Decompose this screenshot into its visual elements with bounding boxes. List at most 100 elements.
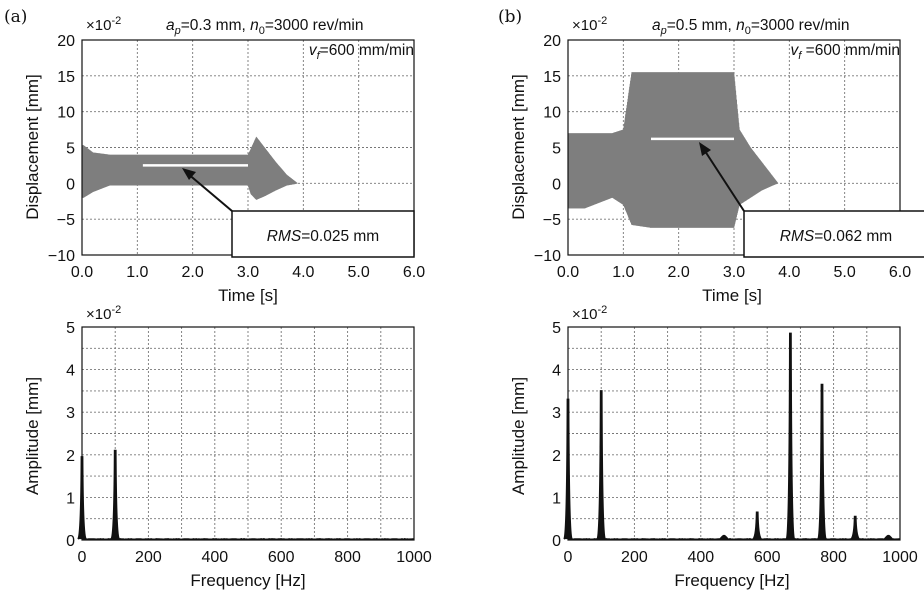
- panel-b-freq-spectrum-floor: [567, 538, 900, 541]
- panel-a-rms-text: RMS=0.025 mm: [267, 228, 379, 245]
- panel-b-time-xtick-label: 3.0: [723, 264, 745, 281]
- panel-a-time-ytick-label: 20: [57, 33, 75, 50]
- panel-a-rms-arrowhead: [182, 168, 196, 180]
- panel-a-displacement-plot: −10 −5 0 5 10 15 20 0.0 1.0 2.0 3.0 4.0 5.0 6.0: [48, 33, 425, 281]
- panel-b-time-xticks: 0.0 1.0 2.0 3.0 4.0 5.0 6.0: [557, 264, 911, 281]
- panel-a-time-ytick-label: 10: [57, 105, 75, 122]
- panel-b-freq-peak-470hz: [719, 534, 729, 540]
- panel-a-time-xtick-label: 6.0: [403, 264, 425, 281]
- panel-a-freq-yticks: 0 1 2 3 4 5: [66, 320, 75, 550]
- panel-a-time-xtick-label: 5.0: [348, 264, 370, 281]
- panel-b-time-ytick-label: −5: [543, 212, 561, 229]
- panel-a-freq-xlabel: Frequency [Hz]: [190, 571, 305, 590]
- panel-b-time-series: [567, 72, 779, 228]
- panel-b-freq-ytick-label: 5: [552, 320, 561, 337]
- panel-b-freq-series: [563, 332, 900, 541]
- panel-b-time-ytick-label: −10: [534, 248, 561, 265]
- panel-b-time-ytick-label: 0: [552, 176, 561, 193]
- panel-b-time-xtick-label: 1.0: [612, 264, 634, 281]
- panel-a-time-exponent: ×10-2: [86, 15, 121, 34]
- panel-b-freq-xtick-label: 400: [687, 549, 714, 566]
- panel-a-freq-xtick-label: 0: [78, 549, 87, 566]
- panel-a-freq-series: [77, 449, 414, 541]
- panel-b-freq-peak-965hz: [883, 534, 893, 540]
- panel-b-freq-xtick-label: 1000: [882, 549, 918, 566]
- panel-b-freq-peak-865hz: [850, 515, 860, 540]
- panel-b-time-xtick-label: 6.0: [889, 264, 911, 281]
- panel-a-freq-xtick-label: 200: [135, 549, 162, 566]
- panel-a-freq-xticks: 0 200 400 600 800 1000: [78, 549, 432, 566]
- panel-b-rms-box: [743, 210, 924, 258]
- panel-a-freq-peak-100hz: [110, 449, 120, 540]
- panel-b-time-ytick-label: 10: [543, 105, 561, 122]
- panel-b-cond-line2: vf =600 mm/min: [791, 42, 900, 62]
- panel-a-rms-arrow: [186, 172, 233, 212]
- panel-a-freq-xtick-label: 800: [334, 549, 361, 566]
- panel-a-time-ytick-label: 5: [66, 141, 75, 158]
- panel-b-displacement-plot: −10 −5 0 5 10 15 20 0.0 1.0 2.0 3.0 4.0 5.0 6.0: [534, 33, 911, 281]
- panel-a-time-series: [81, 136, 298, 200]
- panel-b-freq-peak-765hz: [817, 383, 827, 540]
- panel-a-freq-xtick-label: 400: [201, 549, 228, 566]
- panel-b-cond-line1: ap=0.5 mm, n0=3000 rev/min: [652, 17, 850, 37]
- panel-a-freq-ytick-label: 2: [66, 448, 75, 465]
- panel-a-freq-xtick-label: 600: [268, 549, 295, 566]
- panel-a-freq-xtick-label: 1000: [396, 549, 432, 566]
- panel-b-freq-peak-570hz: [752, 511, 762, 540]
- panel-b-time-xlabel: Time [s]: [702, 286, 762, 305]
- panel-a-tag: (a): [4, 7, 27, 27]
- panel-b-freq-ytick-label: 1: [552, 490, 561, 507]
- panel-a-time-xtick-label: 2.0: [182, 264, 204, 281]
- panel-a-time-xtick-label: 1.0: [126, 264, 148, 281]
- panel-a-time-xtick-label: 0.0: [71, 264, 93, 281]
- panel-a-freq-frame: [81, 326, 415, 541]
- panel-b-freq-yticks: 0 1 2 3 4 5: [552, 320, 561, 550]
- panel-b-freq-xtick-label: 0: [564, 549, 573, 566]
- panel-a-freq-ytick-label: 4: [66, 363, 75, 380]
- panel-b-tag: (b): [498, 7, 522, 27]
- panel-b-freq-xticks: 0 200 400 600 800 1000: [564, 549, 918, 566]
- panel-b-time-ytick-label: 20: [543, 33, 561, 50]
- panel-b-freq-ytick-label: 0: [552, 533, 561, 550]
- panel-b-time-xtick-label: 2.0: [668, 264, 690, 281]
- panel-b-amplitude-plot: 0 1 2 3 4 5 0 200 400 600 800 1000: [552, 320, 918, 566]
- panel-b-time-ylabel: Displacement [mm]: [509, 74, 528, 219]
- panel-b-time-frame: [567, 39, 901, 256]
- panel-a-time-xtick-label: 4.0: [292, 264, 314, 281]
- panel-b-rms-arrowhead: [699, 142, 711, 156]
- panel-b-freq-ylabel: Amplitude [mm]: [509, 377, 528, 495]
- panel-b-freq-frame: [567, 326, 901, 541]
- panel-a-time-vibration-signal: [81, 136, 298, 200]
- panel-a-time-yticks: −10 −5 0 5 10 15 20: [48, 33, 75, 265]
- panel-b-time-xtick-label: 0.0: [557, 264, 579, 281]
- panel-a-freq-ytick-label: 5: [66, 320, 75, 337]
- panel-b-freq-xtick-label: 600: [754, 549, 781, 566]
- panel-b-time-vibration-signal: [567, 72, 779, 228]
- panel-b-freq-grid: [568, 327, 900, 540]
- panel-b-time-ytick-label: 15: [543, 69, 561, 86]
- panel-a-freq-spectrum-floor: [81, 538, 414, 541]
- panel-a-time-xtick-label: 3.0: [237, 264, 259, 281]
- panel-a-time-ytick-label: −10: [48, 248, 75, 265]
- panel-b-rms-text: RMS=0.062 mm: [780, 228, 892, 245]
- panel-a-freq-ytick-label: 3: [66, 405, 75, 422]
- panel-b-freq-xlabel: Frequency [Hz]: [674, 571, 789, 590]
- panel-b-freq-peak-100hz: [596, 390, 606, 540]
- panel-a-time-ylabel: Displacement [mm]: [23, 74, 42, 219]
- panel-b-time-ytick-label: 5: [552, 141, 561, 158]
- panel-a-time-ytick-label: 15: [57, 69, 75, 86]
- panel-b-freq-ytick-label: 3: [552, 405, 561, 422]
- panel-b-freq-ytick-label: 4: [552, 363, 561, 380]
- panel-a-freq-grid: [82, 327, 414, 540]
- panel-b-freq-xtick-label: 800: [820, 549, 847, 566]
- panel-b-freq-exponent: ×10-2: [572, 304, 607, 323]
- panel-a-cond-line1: ap=0.3 mm, n0=3000 rev/min: [166, 17, 364, 37]
- panel-b-rms-arrow: [702, 147, 745, 212]
- panel-a-rms-box: [231, 210, 415, 258]
- panel-a-freq-ylabel: Amplitude [mm]: [23, 377, 42, 495]
- panel-b-freq-peak-670hz: [785, 332, 796, 540]
- panel-b-time-xtick-label: 5.0: [834, 264, 856, 281]
- panel-b-time-xtick-label: 4.0: [778, 264, 800, 281]
- panel-a-cond-line2: vf=600 mm/min: [309, 42, 414, 62]
